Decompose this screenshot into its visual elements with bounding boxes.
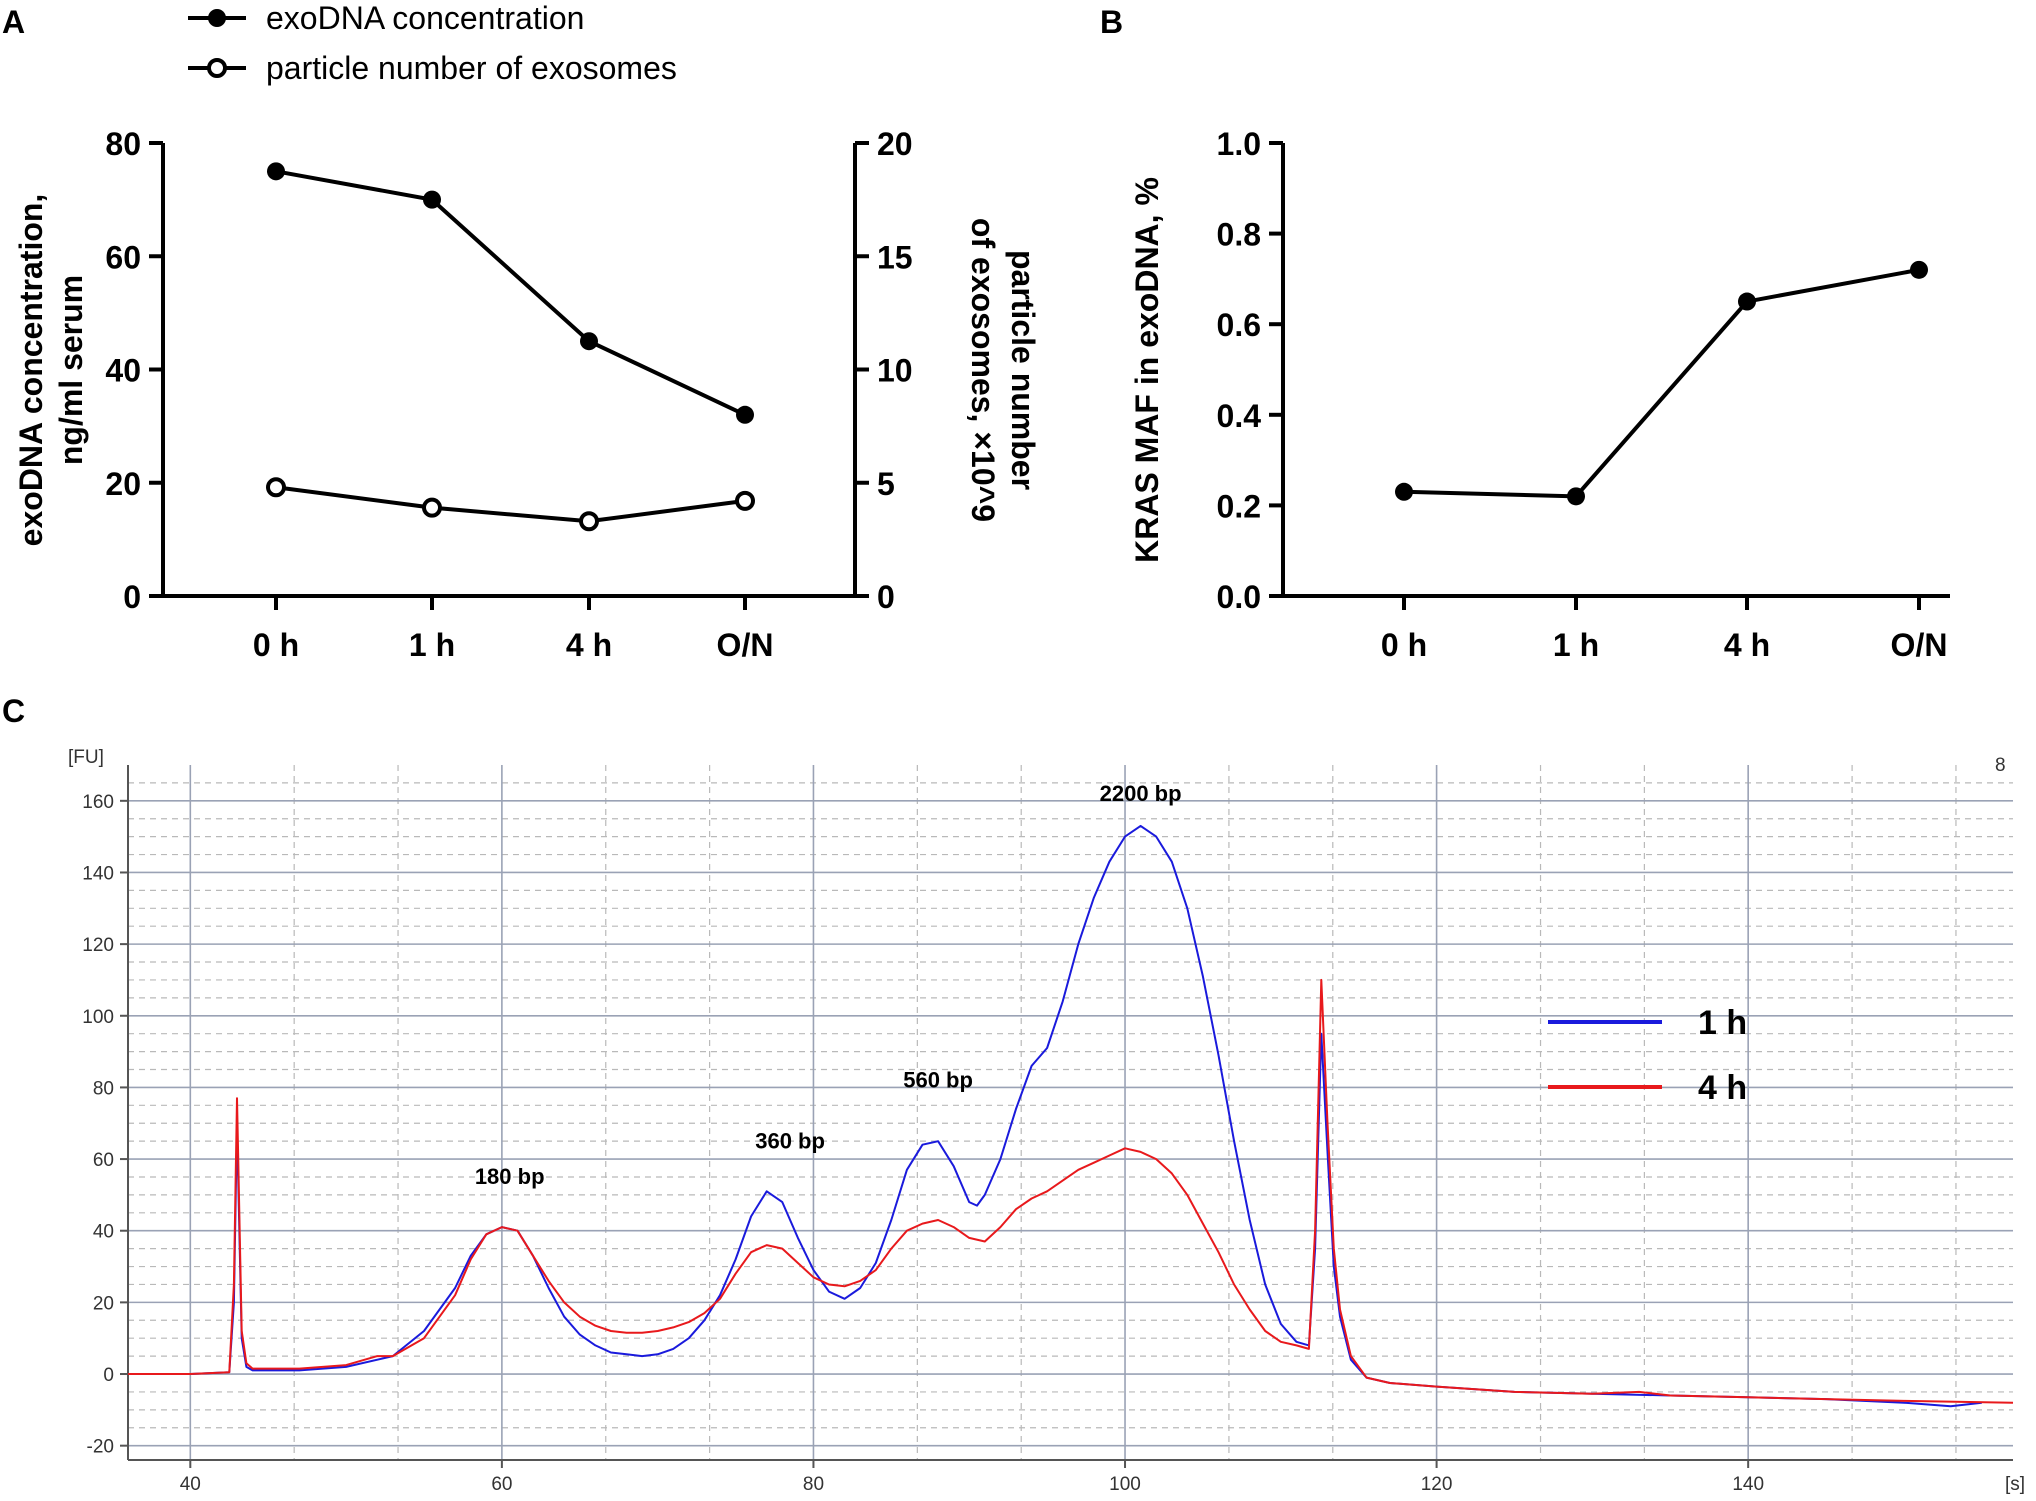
x-tick-label: 4 h xyxy=(1724,627,1770,663)
y-tick-label: 0.8 xyxy=(1217,217,1261,253)
peak-annotation: 360 bp xyxy=(755,1128,825,1153)
y-tick-label: 20 xyxy=(93,1293,114,1314)
y-tick-label: 40 xyxy=(93,1222,114,1243)
y-tick-label: 140 xyxy=(82,863,114,884)
x-tick-label: 100 xyxy=(1109,1474,1141,1495)
y-axis-label-right-line2: of exosomes, ×10^9 xyxy=(965,218,1001,522)
y-tick-label-right: 15 xyxy=(877,239,913,275)
plot-area xyxy=(128,765,2013,1460)
panel-c-chart: -20 0 20 40 60 80 100 120 140 160 40 60 80 100 120 140 [… xyxy=(68,747,2025,1495)
y-axis-unit-label: [FU] xyxy=(68,747,104,768)
data-point-exodna xyxy=(736,405,754,424)
legend-label: 1 h xyxy=(1698,1004,1747,1042)
x-tick-label: O/N xyxy=(717,627,774,663)
peak-annotation: 560 bp xyxy=(903,1067,973,1092)
data-point-kras-maf xyxy=(1910,260,1928,279)
y-axis-label-left-line1: exoDNA concentration, xyxy=(13,194,49,547)
x-axis-unit-label: [s] xyxy=(2005,1474,2025,1495)
x-tick-label: 40 xyxy=(180,1474,201,1495)
legend-label: exoDNA concentration xyxy=(266,0,584,36)
data-point-exodna xyxy=(267,162,285,181)
y-tick-label: 0.6 xyxy=(1217,307,1261,343)
x-tick-label: 0 h xyxy=(253,627,299,663)
data-point-kras-maf xyxy=(1567,487,1585,506)
y-tick-label: 0.4 xyxy=(1217,398,1262,434)
legend-label: 4 h xyxy=(1698,1069,1747,1107)
y-tick-label: 120 xyxy=(82,935,114,956)
data-point-particle xyxy=(735,490,755,511)
y-tick-label-left: 60 xyxy=(105,239,141,275)
y-tick-label: 60 xyxy=(93,1150,114,1171)
x-tick-label: 60 xyxy=(491,1474,512,1495)
y-tick-label: 160 xyxy=(82,792,114,813)
y-tick-label: 0.2 xyxy=(1217,488,1261,524)
x-tick-label: 80 xyxy=(803,1474,824,1495)
y-axis-label-right: particle numberof exosomes, ×10^9 xyxy=(965,218,1041,522)
panel-b-letter: B xyxy=(1100,4,1123,40)
y-tick-label: 80 xyxy=(93,1078,114,1099)
panel-b-chart: 0.0 0.2 0.4 0.6 0.8 1.0 0 h 1 h 4 h O/N KRAS MAF i… xyxy=(1129,126,1950,663)
y-tick-label: 100 xyxy=(82,1007,114,1028)
y-tick-label-left: 80 xyxy=(105,126,141,162)
peak-annotation: 180 bp xyxy=(475,1164,545,1189)
y-tick-label: 1.0 xyxy=(1217,126,1261,162)
y-tick-label-right: 5 xyxy=(877,466,895,502)
data-point-exodna xyxy=(423,190,441,209)
data-point-kras-maf xyxy=(1738,292,1756,311)
y-tick-label: 0 xyxy=(103,1365,114,1386)
panel-a-letter: A xyxy=(2,4,25,40)
series-line-kras-maf xyxy=(1403,267,1920,499)
data-point-particle xyxy=(579,511,599,532)
x-tick-label: 0 h xyxy=(1381,627,1427,663)
data-point-kras-maf xyxy=(1395,482,1413,501)
x-tick-label: 1 h xyxy=(409,627,455,663)
y-tick-label-right: 20 xyxy=(877,126,913,162)
trace-4h xyxy=(128,978,2014,1404)
y-axis-label: KRAS MAF in exoDNA, % xyxy=(1129,177,1165,563)
x-tick-label: 4 h xyxy=(566,627,612,663)
legend-marker-filled xyxy=(208,9,226,27)
y-tick-label: -20 xyxy=(87,1437,114,1458)
x-tick-label: 1 h xyxy=(1553,627,1599,663)
series-line-exodna xyxy=(275,169,746,417)
y-tick-label-right: 10 xyxy=(877,353,913,389)
legend-marker-open xyxy=(207,58,227,78)
y-axis-label-left: exoDNA concentration, ng/ml serum xyxy=(13,194,89,547)
panel-a-chart: 0 20 40 60 80 0 5 10 15 20 0 h 1 h 4 h O/N exoDNA conc… xyxy=(13,0,1041,663)
panel-c-letter: C xyxy=(2,693,25,729)
y-tick-label-left: 0 xyxy=(123,579,141,615)
data-point-exodna xyxy=(580,332,598,351)
y-tick-label-right: 0 xyxy=(877,579,895,615)
y-tick-label: 0.0 xyxy=(1217,579,1261,615)
x-tick-label: 140 xyxy=(1732,1474,1764,1495)
y-axis-label-left-line2: ng/ml serum xyxy=(53,275,89,465)
y-axis-label-right-line1: particle number xyxy=(1005,250,1041,490)
x-tick-label: O/N xyxy=(1891,627,1948,663)
x-tick-label: 120 xyxy=(1421,1474,1453,1495)
corner-label: 8 xyxy=(1995,755,2006,776)
y-tick-label-left: 40 xyxy=(105,353,141,389)
y-tick-label-left: 20 xyxy=(105,466,141,502)
legend-label: particle number of exosomes xyxy=(266,50,677,86)
data-point-particle xyxy=(266,477,286,498)
peak-annotation: 2200 bp xyxy=(1100,781,1182,806)
data-point-particle xyxy=(422,497,442,518)
series-line-particle xyxy=(275,485,746,524)
